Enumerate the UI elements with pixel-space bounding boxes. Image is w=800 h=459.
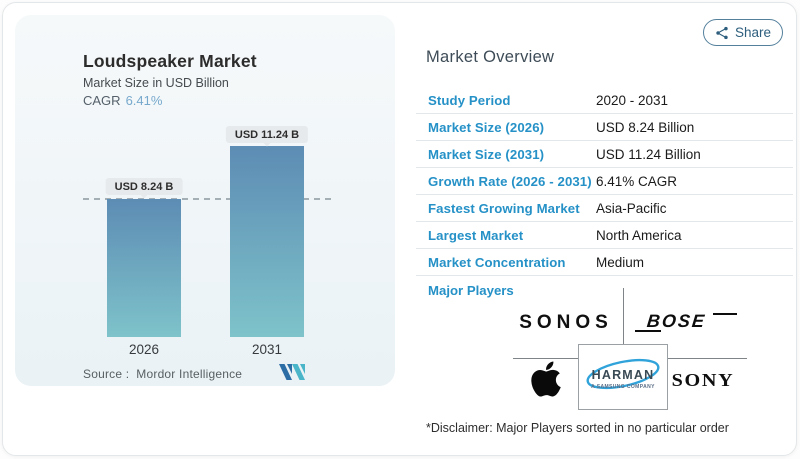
bar-2031: [230, 146, 304, 337]
row-label: Market Size (2031): [428, 146, 545, 162]
row-value: 2020 - 2031: [596, 92, 669, 108]
chart-panel: Loudspeaker Market Market Size in USD Bi…: [15, 15, 395, 386]
sony-logo: SONY: [671, 370, 735, 390]
row-label: Market Concentration: [428, 254, 566, 270]
cagr-value: 6.41%: [125, 93, 163, 108]
overview-table: Study Period 2020 - 2031 Market Size (20…: [416, 87, 793, 276]
overview-title: Market Overview: [426, 48, 555, 66]
harman-logo: HARMAN A SAMSUNG COMPANY: [578, 344, 668, 410]
bose-logo: BOSE: [635, 311, 737, 333]
row-value: Asia-Pacific: [596, 200, 667, 216]
share-icon: [715, 26, 729, 40]
table-row: Largest Market North America: [416, 222, 793, 249]
source-value: Mordor Intelligence: [136, 367, 243, 381]
bar-value-label-2026: USD 8.24 B: [105, 178, 183, 195]
cagr-line: CAGR 6.41%: [83, 93, 162, 108]
apple-logo-icon: [531, 359, 561, 404]
disclaimer-text: *Disclaimer: Major Players sorted in no …: [426, 421, 729, 435]
bose-logo-text: BOSE: [646, 311, 708, 331]
row-value: 6.41% CAGR: [596, 173, 678, 189]
x-axis-label-2031: 2031: [251, 342, 283, 357]
row-value: USD 11.24 Billion: [596, 146, 701, 162]
row-label: Fastest Growing Market: [428, 200, 580, 216]
table-row: Market Size (2026) USD 8.24 Billion: [416, 114, 793, 141]
harman-swoosh-icon: [582, 347, 664, 404]
row-value: North America: [596, 227, 682, 243]
major-players-label: Major Players: [428, 283, 514, 298]
share-button[interactable]: Share: [703, 19, 783, 46]
row-value: USD 8.24 Billion: [596, 119, 695, 135]
bar-value-label-2031: USD 11.24 B: [225, 126, 309, 143]
source-label: Source :: [83, 367, 130, 381]
table-row: Study Period 2020 - 2031: [416, 87, 793, 114]
harman-samsung-subtext: A SAMSUNG COMPANY: [591, 384, 655, 390]
table-row: Market Size (2031) USD 11.24 Billion: [416, 141, 793, 168]
row-label: Growth Rate (2026 - 2031): [428, 173, 592, 189]
table-row: Fastest Growing Market Asia-Pacific: [416, 195, 793, 222]
row-label: Market Size (2026): [428, 119, 545, 135]
reference-dashed-line: [83, 198, 335, 200]
source-line: Source : Mordor Intelligence: [83, 367, 242, 381]
row-label: Study Period: [428, 92, 511, 108]
row-label: Largest Market: [428, 227, 524, 243]
harman-logo-text: HARMAN: [591, 368, 655, 382]
row-value: Medium: [596, 254, 645, 270]
table-row: Market Concentration Medium: [416, 249, 793, 276]
share-label: Share: [734, 25, 772, 40]
chart-title: Loudspeaker Market: [83, 51, 257, 71]
x-axis-label-2026: 2026: [128, 342, 160, 357]
table-row: Growth Rate (2026 - 2031) 6.41% CAGR: [416, 168, 793, 195]
mordor-intelligence-logo-icon: [279, 364, 305, 385]
chart-subtitle: Market Size in USD Billion: [83, 76, 229, 90]
cagr-label: CAGR: [83, 93, 121, 108]
player-divider-vertical: [623, 288, 624, 346]
sonos-logo: SONOS: [519, 312, 613, 333]
bar-2026: [107, 199, 181, 337]
